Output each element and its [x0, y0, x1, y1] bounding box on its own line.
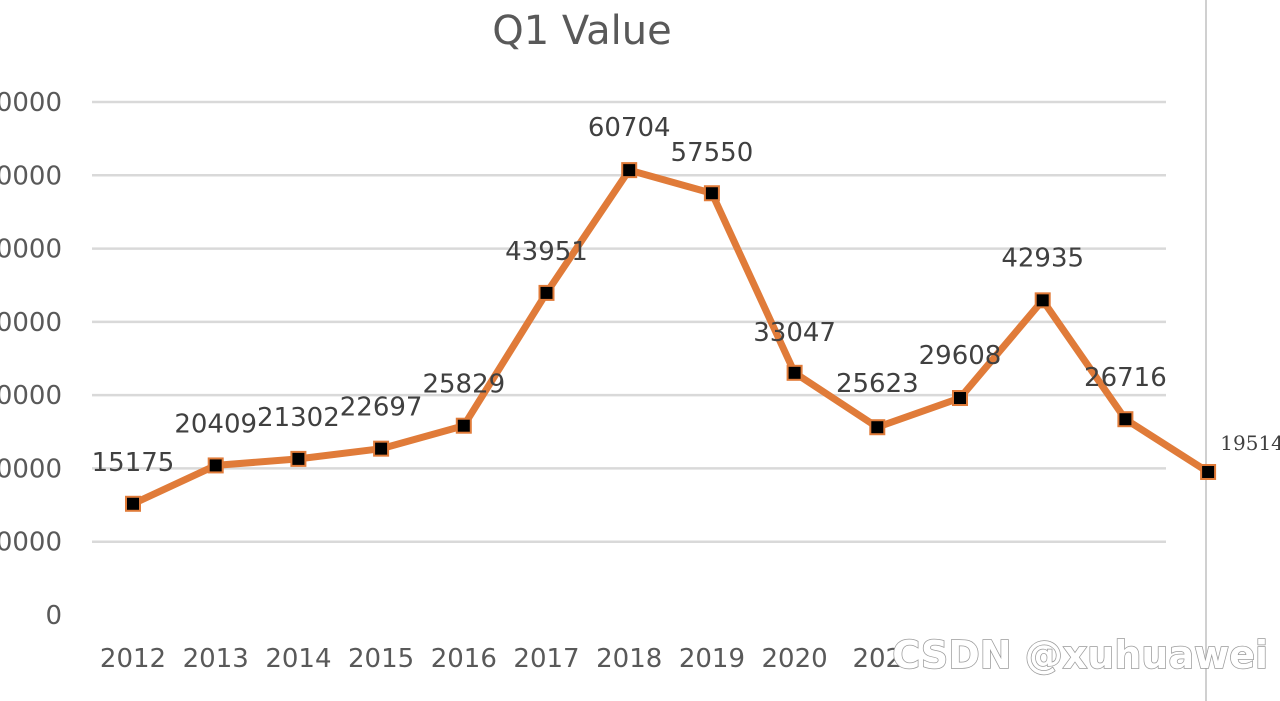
data-point-marker	[125, 495, 141, 512]
x-tick-label: 2018	[596, 644, 662, 674]
x-tick-label: 2012	[100, 644, 166, 674]
y-tick-label: 0000	[0, 454, 62, 484]
data-label: 26716	[1084, 363, 1167, 393]
data-label: 25623	[836, 369, 919, 399]
data-point-marker	[207, 457, 224, 474]
x-tick-label: 202	[852, 644, 902, 674]
data-label: 33047	[753, 318, 836, 348]
data-label: 43951	[505, 237, 588, 267]
x-tick-label: 2020	[762, 644, 828, 674]
data-label: 22697	[340, 393, 423, 423]
data-label: 20409	[174, 409, 257, 439]
x-tick-label: 2014	[265, 644, 331, 674]
data-point-marker	[373, 440, 390, 457]
data-point-marker	[1117, 411, 1134, 428]
data-label: 57550	[671, 138, 754, 168]
y-tick-label: 0000	[0, 88, 62, 118]
x-tick-label: 2013	[183, 644, 249, 674]
chart-title: Q1 Value	[492, 8, 672, 54]
data-label: 15175	[92, 448, 175, 478]
series-line	[129, 166, 1212, 508]
data-label: 60704	[588, 113, 671, 143]
data-label: 25829	[422, 370, 505, 400]
data-label: 19514	[1220, 431, 1280, 455]
data-point-marker	[952, 390, 968, 407]
x-tick-label: 2015	[348, 644, 414, 674]
data-markers	[125, 162, 1217, 512]
data-label: 21302	[257, 403, 340, 433]
data-point-marker	[621, 162, 638, 179]
data-label: 29608	[919, 341, 1002, 371]
data-point-marker	[786, 364, 803, 381]
x-tick-label: 2019	[679, 644, 745, 674]
x-tick-label: 2016	[431, 644, 497, 674]
y-tick-label: 0000	[0, 161, 62, 191]
x-axis-tick-labels: 2012 2013 2014 2015 2016 2017 2018 2019 2020 202	[100, 644, 902, 674]
y-tick-label: 0	[45, 601, 62, 631]
data-point-marker	[703, 185, 720, 202]
y-tick-label: 0000	[0, 235, 62, 265]
y-tick-label: 0000	[0, 528, 62, 558]
data-point-marker	[869, 419, 886, 436]
x-tick-label: 2017	[513, 644, 579, 674]
data-point-marker	[538, 284, 555, 301]
data-point-marker	[290, 450, 307, 467]
watermark-text: CSDN @xuhuawei	[892, 633, 1268, 677]
y-tick-label: 0000	[0, 308, 62, 338]
data-point-marker	[455, 417, 472, 434]
data-point-marker	[1034, 292, 1051, 309]
data-label: 42935	[1001, 243, 1084, 273]
y-tick-label: 0000	[0, 381, 62, 411]
data-point-marker	[1200, 463, 1217, 480]
